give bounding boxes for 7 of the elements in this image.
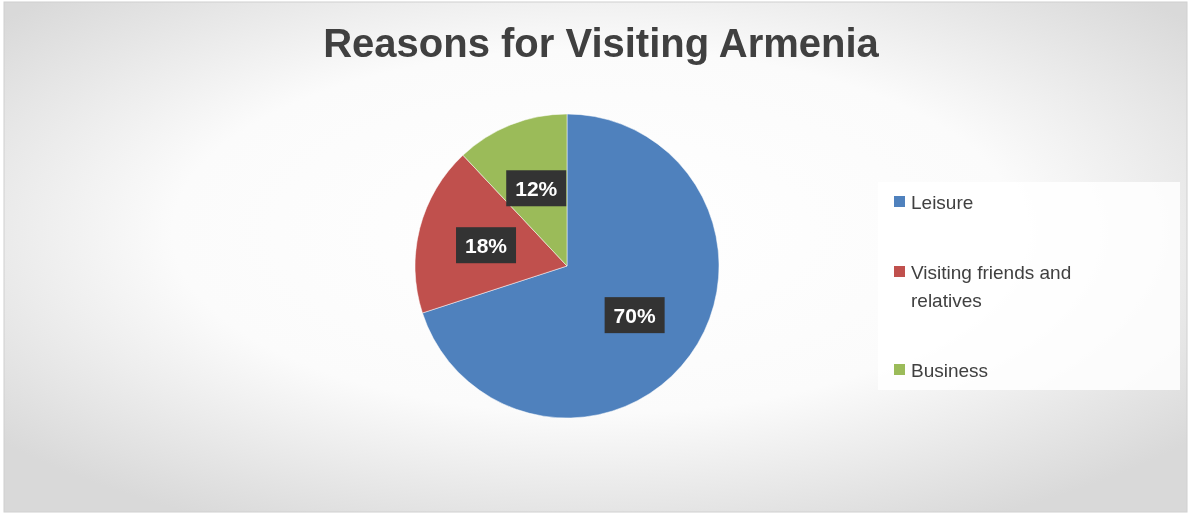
legend-label: Visiting friends and relatives	[911, 261, 1072, 311]
chart-title: Reasons for Visiting Armenia	[323, 21, 880, 65]
data-label: 12%	[515, 176, 558, 200]
legend-label: Leisure	[911, 191, 974, 213]
data-label: 18%	[465, 233, 508, 257]
data-label: 70%	[613, 303, 656, 327]
legend-label: Business	[911, 359, 989, 381]
